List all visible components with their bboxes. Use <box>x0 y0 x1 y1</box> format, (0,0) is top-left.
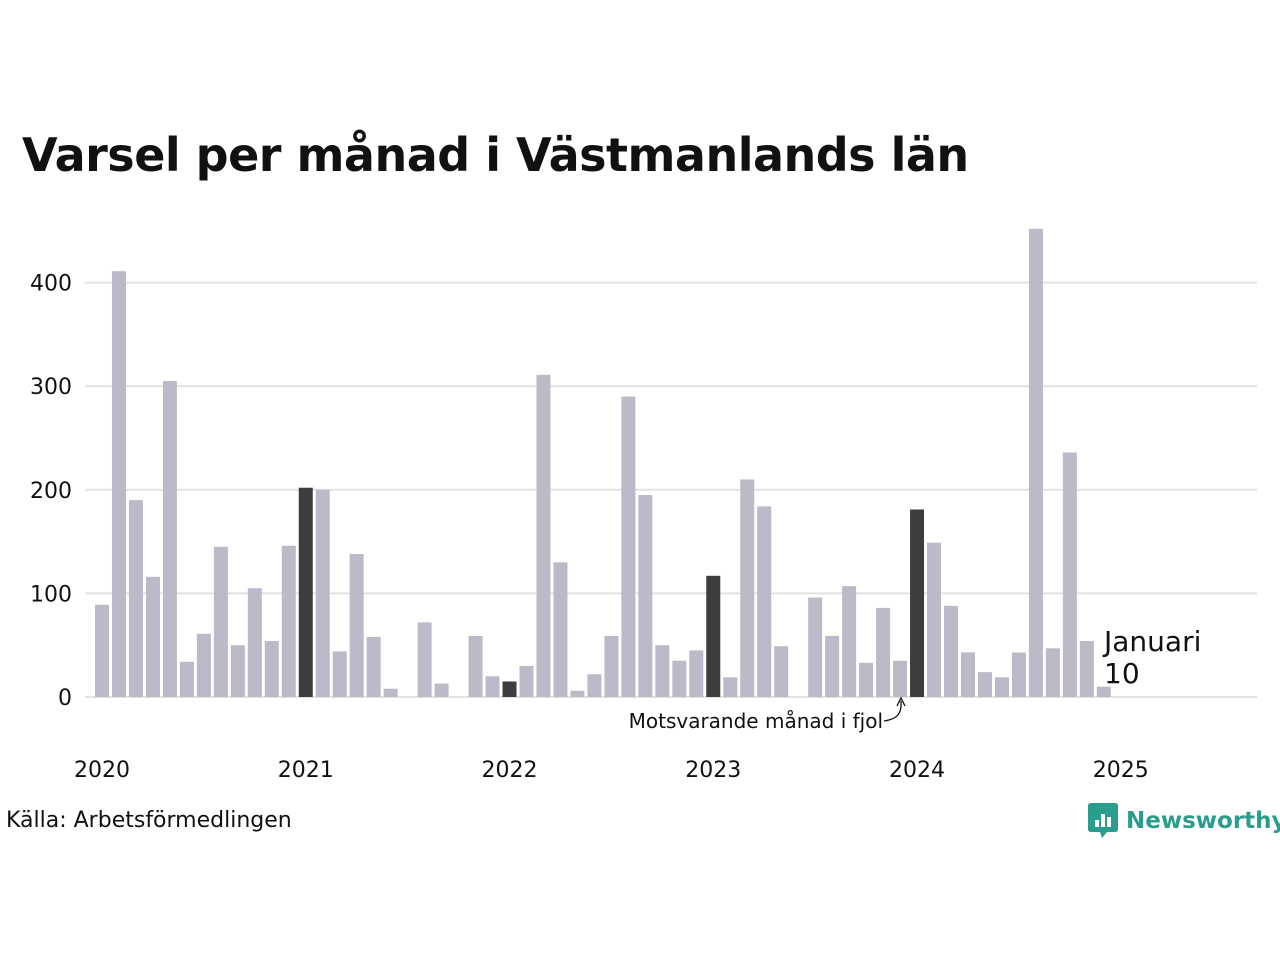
bar-2022-02 <box>519 665 534 697</box>
bar-2022-05 <box>570 690 585 697</box>
x-tick-label: 2021 <box>278 758 334 783</box>
bar-2022-07 <box>604 635 619 697</box>
bars <box>95 228 1111 697</box>
bar-2021-04 <box>349 554 364 697</box>
bar-2020-12 <box>281 545 296 697</box>
bar-2024-06 <box>994 677 1009 697</box>
bar-2020-08 <box>213 546 228 697</box>
bar-2023-07 <box>808 597 823 697</box>
x-tick-label: 2022 <box>482 758 538 783</box>
source-note: Källa: Arbetsförmedlingen <box>6 808 292 833</box>
bar-2021-11 <box>468 635 483 697</box>
same-month-label: Motsvarande månad i fjol <box>629 709 883 733</box>
bar-2020-04 <box>145 576 160 697</box>
bar-2022-06 <box>587 674 602 697</box>
x-tick-label: 2023 <box>685 758 741 783</box>
bar-2020-03 <box>128 500 143 697</box>
brand-name: Newsworthy <box>1126 808 1280 834</box>
bar-2021-06 <box>383 688 398 697</box>
x-tick-label: 2020 <box>74 758 130 783</box>
y-tick-label: 100 <box>30 582 72 607</box>
bar-2020-02 <box>111 271 126 697</box>
bar-2022-09 <box>638 494 653 697</box>
bar-2021-09 <box>434 683 449 697</box>
bar-2023-04 <box>757 506 772 697</box>
bar-2020-07 <box>196 633 211 697</box>
bar-2023-02 <box>723 677 738 697</box>
gridlines <box>85 281 1257 698</box>
bar-2022-12 <box>689 650 704 697</box>
bar-2022-01 <box>502 681 517 697</box>
bar-2024-08 <box>1028 228 1043 697</box>
y-tick-label: 400 <box>30 272 72 297</box>
same-month-arrowhead <box>896 696 906 707</box>
same-month-arrow <box>883 700 902 722</box>
bar-2023-01 <box>706 575 721 697</box>
bar-2023-09 <box>842 586 857 697</box>
bar-2024-09 <box>1045 648 1060 697</box>
bar-2021-05 <box>366 636 381 697</box>
bar-2021-08 <box>417 622 432 697</box>
bar-2020-11 <box>264 641 279 697</box>
bar-2024-05 <box>977 672 992 697</box>
bar-2022-10 <box>655 645 670 697</box>
bar-2024-01 <box>910 509 925 697</box>
annotations: Januari 10 Motsvarande månad i fjol <box>629 625 1202 733</box>
bar-2023-10 <box>859 662 874 697</box>
bar-2020-01 <box>95 604 109 697</box>
bar-2020-10 <box>247 588 262 697</box>
bar-2023-12 <box>893 660 908 697</box>
bar-2023-05 <box>774 646 789 697</box>
bar-2022-11 <box>672 660 687 697</box>
y-axis-ticks: 0 100 200 300 400 <box>30 272 72 711</box>
x-tick-label: 2025 <box>1093 758 1149 783</box>
bar-2022-04 <box>553 562 568 697</box>
bar-2024-07 <box>1011 652 1026 697</box>
bar-2021-03 <box>332 651 347 697</box>
x-axis-ticks: 2020 2021 2022 2023 2024 2025 <box>74 758 1149 783</box>
bar-2024-12 <box>1096 686 1111 697</box>
bar-2020-05 <box>162 381 177 697</box>
bar-2023-08 <box>825 635 840 697</box>
current-month-value: 10 <box>1104 657 1140 690</box>
current-month-label: Januari <box>1102 625 1201 658</box>
y-tick-label: 300 <box>30 375 72 400</box>
y-tick-label: 200 <box>30 479 72 504</box>
bar-2022-08 <box>621 396 636 697</box>
bar-2024-04 <box>960 652 975 697</box>
bar-2020-06 <box>179 661 194 697</box>
bar-2020-09 <box>230 645 245 697</box>
bar-2021-02 <box>315 489 330 697</box>
bar-2024-02 <box>927 542 942 697</box>
chart-title: Varsel per månad i Västmanlands län <box>22 128 969 182</box>
newsworthy-logo-icon <box>1088 803 1118 838</box>
x-tick-label: 2024 <box>889 758 945 783</box>
bar-2024-03 <box>944 605 958 697</box>
bar-2023-11 <box>876 607 891 697</box>
brand-logo: Newsworthy <box>1088 803 1280 839</box>
y-tick-label: 0 <box>58 686 72 711</box>
bar-2023-03 <box>740 479 755 697</box>
bar-2022-03 <box>536 374 551 697</box>
bar-2021-01 <box>298 487 313 697</box>
bar-2024-11 <box>1079 641 1094 697</box>
bar-2024-10 <box>1062 452 1077 697</box>
bar-2021-12 <box>485 676 500 697</box>
